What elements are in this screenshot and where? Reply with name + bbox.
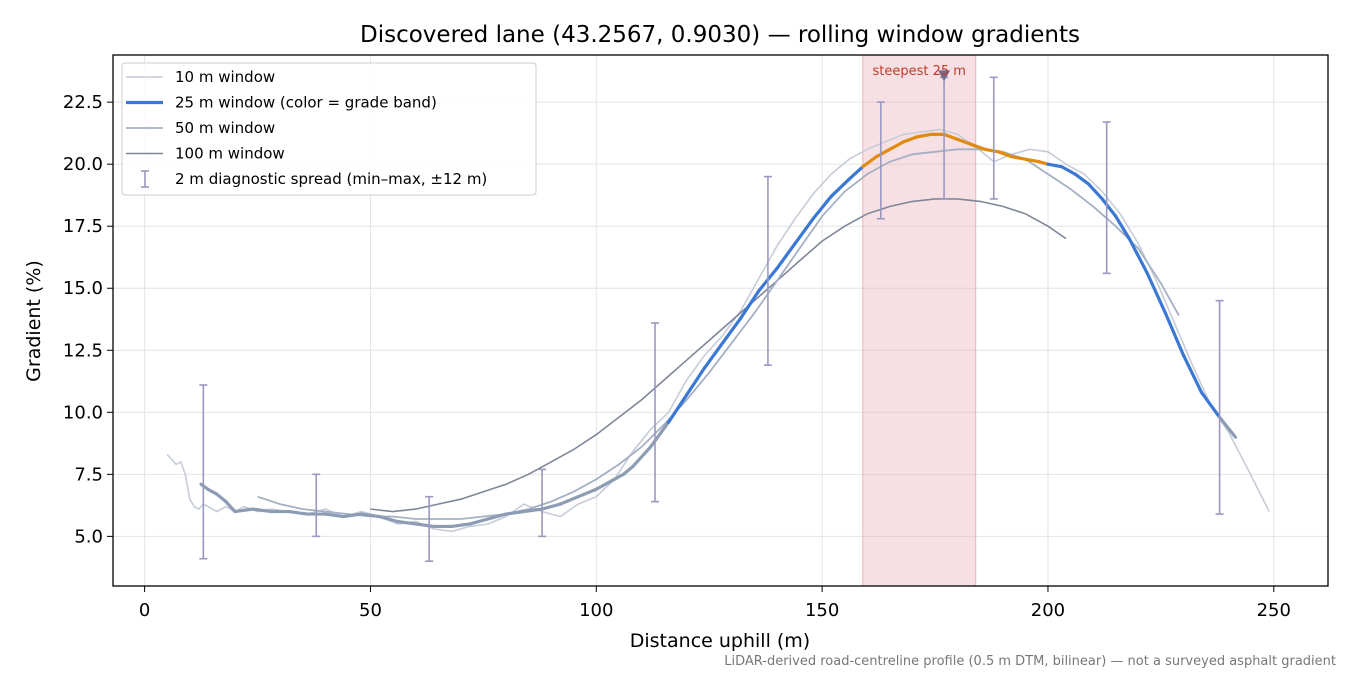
steepest-marker	[938, 70, 951, 82]
y-tick-label: 20.0	[63, 154, 103, 175]
series-25m-segment	[1073, 172, 1091, 186]
series-25m-segment	[1114, 214, 1131, 241]
series-25m-segment	[969, 142, 987, 151]
footnote: LiDAR-derived road-centreline profile (0…	[724, 654, 1336, 669]
y-tick-label: 7.5	[74, 464, 103, 485]
series-25m-segment	[1181, 353, 1204, 395]
x-tick-label: 100	[579, 600, 613, 621]
x-tick-label: 50	[359, 600, 382, 621]
series-25m-segment	[811, 194, 833, 221]
legend: 10 m window 25 m window (color = grade ba…	[121, 62, 537, 196]
series-25m-segment	[594, 477, 616, 491]
y-tick-label: 5.0	[74, 526, 103, 547]
series-25m-segment	[1087, 182, 1104, 201]
x-tick-label: 250	[1257, 600, 1291, 621]
series-25m-segment	[1046, 162, 1064, 169]
series-25m-segment	[359, 512, 382, 519]
series-25m-segment	[888, 140, 906, 151]
series-25m-segment	[739, 289, 761, 320]
series-25m-segment	[1163, 311, 1186, 357]
x-tick-label: 200	[1031, 600, 1065, 621]
series-25m-segment	[233, 507, 255, 514]
series-25m-segment	[915, 132, 933, 139]
series-25m-segment	[666, 393, 689, 424]
series-25m-segment	[1023, 157, 1041, 164]
legend-label: 2 m diagnostic spread (min–max, ±12 m)	[175, 170, 487, 188]
series-25m-segment	[395, 519, 418, 526]
series-25m-segment	[323, 512, 345, 519]
series-25m-segment	[504, 509, 526, 516]
series-25m-segment	[901, 135, 919, 144]
y-axis-label: Gradient (%)	[23, 260, 45, 382]
x-axis-label: Distance uphill (m)	[630, 630, 810, 652]
series-25m-segment	[1199, 390, 1222, 419]
steepest-label: steepest 25 m	[873, 64, 966, 79]
series-25m-segment	[648, 420, 671, 449]
legend-box	[121, 62, 537, 196]
series-25m-segment	[1127, 237, 1149, 275]
series-100m-line	[370, 198, 1067, 513]
series-25m-segment	[576, 487, 598, 499]
series-25m-segment	[486, 512, 508, 521]
plot-frame	[112, 54, 1329, 587]
series-25m-segment	[540, 502, 562, 511]
y-tick-label: 22.5	[63, 92, 103, 113]
series-25m-segment	[996, 150, 1014, 159]
series-lines	[166, 128, 1271, 533]
series-25m-segment	[1059, 165, 1077, 176]
series-25m-segment	[251, 507, 273, 514]
series-25m-segment	[793, 217, 815, 246]
legend-label: 50 m window	[175, 119, 275, 137]
series-25m-segment	[829, 177, 851, 199]
series-25m-segment	[1217, 415, 1238, 439]
x-tick-label: 150	[805, 600, 839, 621]
x-axis-ticks: 0 50 100 150 200 250	[139, 586, 1291, 621]
y-tick-label: 12.5	[63, 340, 103, 361]
series-25m-segment	[1010, 155, 1027, 161]
series-25m-segment	[558, 495, 580, 506]
series-25m-segment	[621, 465, 635, 476]
series-25m-segment	[287, 509, 309, 516]
legend-label: 10 m window	[175, 68, 275, 86]
series-25m-segment	[224, 500, 237, 514]
y-tick-label: 15.0	[63, 278, 103, 299]
chart-title: Discovered lane (43.2567, 0.9030) — roll…	[360, 22, 1080, 48]
y-axis-ticks: 5.0 7.5 10.0 12.5 15.0 17.5 20.0 22.5	[63, 92, 113, 547]
series-25m-segment	[847, 165, 865, 181]
series-25m-segment	[942, 132, 960, 141]
series-25m-segment	[612, 472, 625, 481]
series-25m-segment	[341, 512, 364, 519]
series-25m-segment	[956, 137, 973, 146]
y-tick-label: 17.5	[63, 216, 103, 237]
series-25m-segment	[522, 507, 544, 514]
series-25m-segment	[1100, 197, 1118, 218]
series-50m-line	[257, 148, 1180, 520]
series-10m-line	[166, 128, 1271, 533]
series-25m-segment	[983, 147, 1000, 154]
series-25m-segment	[630, 445, 653, 469]
x-tick-label: 0	[139, 600, 150, 621]
series-25m-segment	[468, 517, 490, 526]
series-25m-segment	[206, 487, 219, 496]
series-25m-segment	[861, 155, 878, 169]
series-25m-segment	[874, 147, 892, 159]
legend-label: 25 m window (color = grade band)	[175, 94, 437, 112]
series-25m-segment	[414, 522, 436, 529]
y-tick-label: 10.0	[63, 402, 103, 423]
series-25m-segment	[775, 241, 797, 270]
steepest-annotation: steepest 25 m	[873, 64, 966, 82]
series-25m-segment	[1145, 271, 1167, 315]
series-25m-segment	[215, 492, 228, 504]
series-25m-segment	[377, 514, 400, 524]
legend-label: 100 m window	[175, 145, 285, 163]
diagnostic-spread-bars	[199, 76, 1224, 562]
series-25m-segment	[703, 341, 725, 370]
series-25m-segment	[721, 316, 743, 345]
series-25m-segment	[685, 366, 707, 397]
series-25m-segment	[450, 522, 472, 529]
